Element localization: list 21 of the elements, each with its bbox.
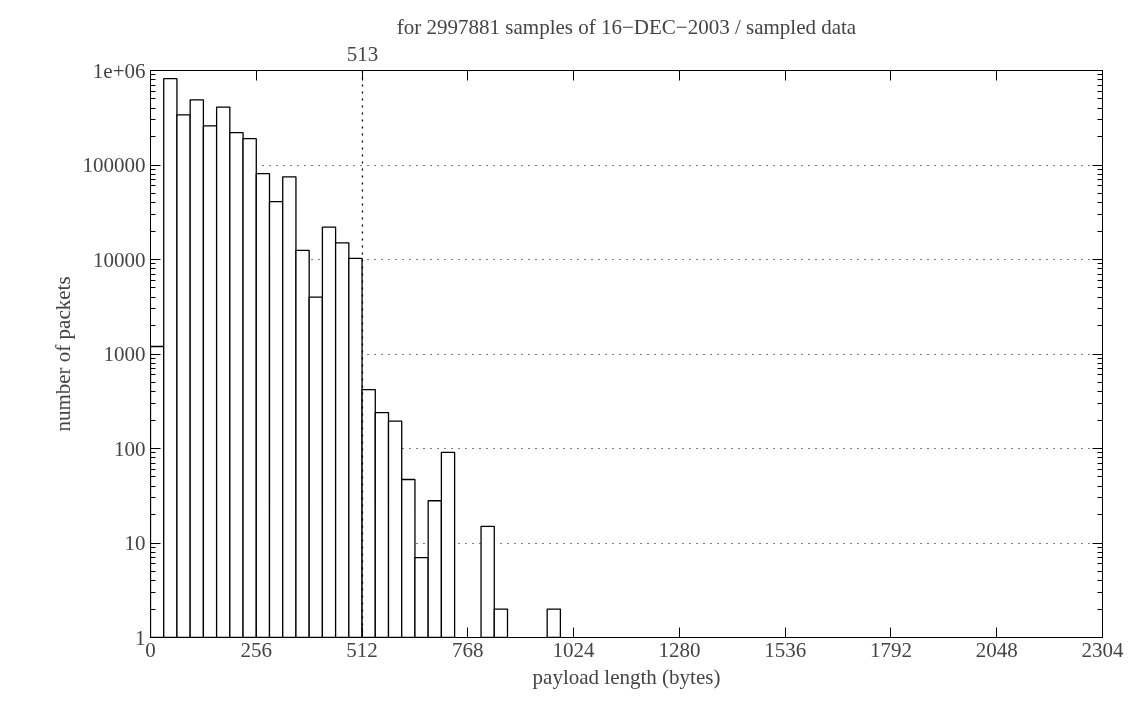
y-tick-label: 1 xyxy=(135,625,146,650)
y-tick-label: 1000 xyxy=(103,342,146,366)
y-tick-label: 100 xyxy=(114,436,146,461)
y-tick-label: 100000 xyxy=(82,153,146,177)
x-tick-label: 1024 xyxy=(552,637,596,662)
x-tick-label: 768 xyxy=(452,637,484,662)
chart-title: for 2997881 samples of 16−DEC−2003 / sampled data xyxy=(396,14,857,39)
ref-line-label: 513 xyxy=(346,41,379,66)
y-axis-title: number of packets xyxy=(50,276,75,432)
y-tick-label: 10000 xyxy=(93,247,146,272)
x-tick-label: 256 xyxy=(240,637,273,662)
x-axis-title: payload length (bytes) xyxy=(532,664,721,689)
y-tick-label: 10 xyxy=(124,531,146,555)
x-tick-label: 0 xyxy=(145,637,156,662)
x-tick-label: 1536 xyxy=(764,637,807,662)
x-tick-label: 1792 xyxy=(869,637,912,662)
y-tick-label: 1e+06 xyxy=(92,58,146,83)
x-tick-label: 2048 xyxy=(975,637,1018,662)
x-tick-label: 512 xyxy=(346,637,378,662)
x-tick-label: 1280 xyxy=(658,637,701,662)
x-tick-label: 2304 xyxy=(1081,637,1124,662)
